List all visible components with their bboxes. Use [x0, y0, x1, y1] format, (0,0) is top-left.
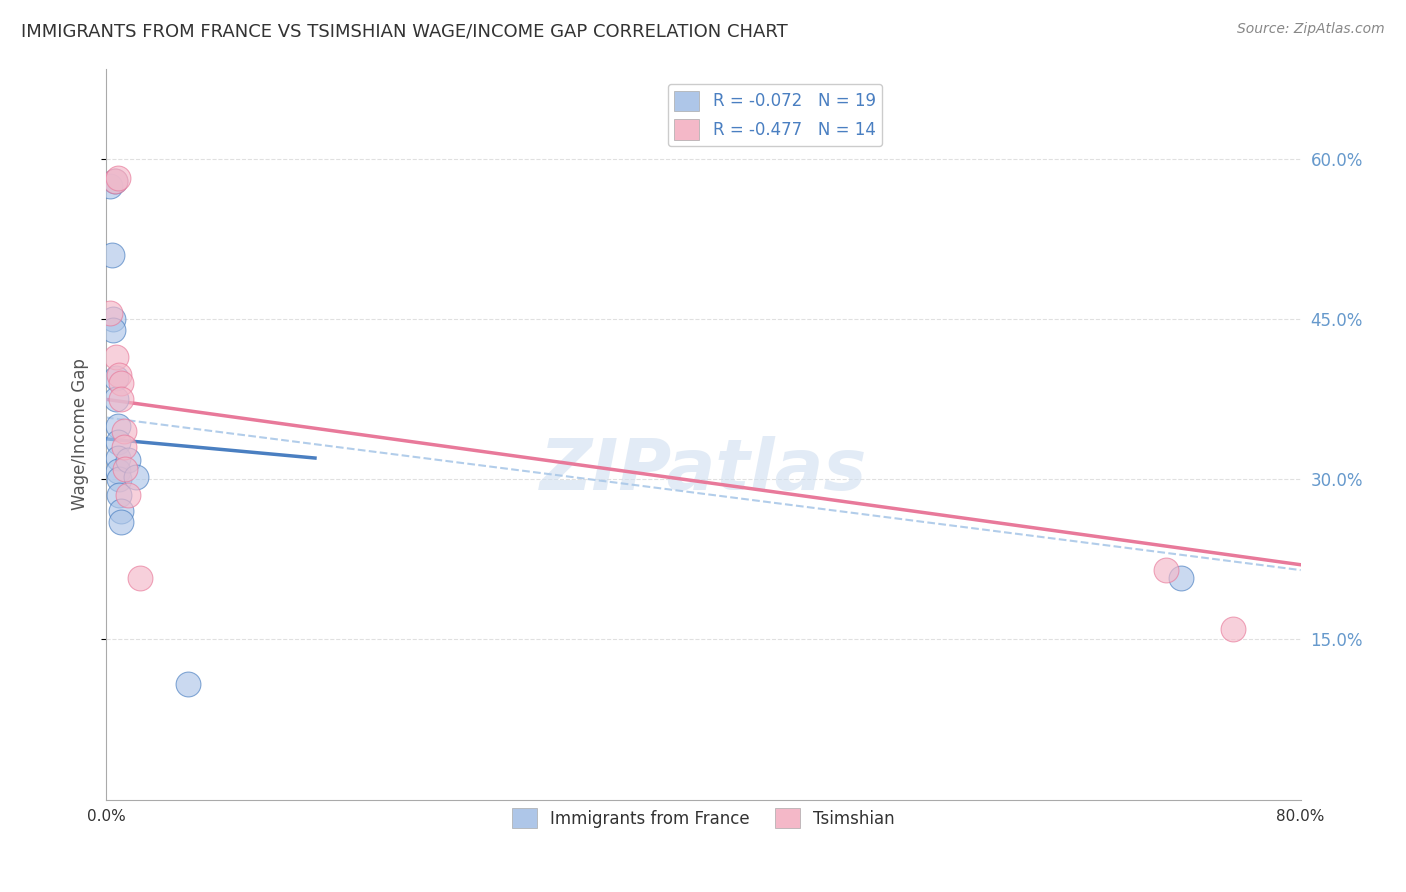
Point [110, 376, 132, 391]
Point [110, 504, 132, 518]
Point [105, 371, 128, 385]
Point [100, 306, 122, 320]
Point [1154, 563, 1177, 577]
Point [108, 368, 131, 382]
Point [112, 425, 135, 439]
Point [101, 248, 124, 262]
Point [117, 453, 139, 467]
Point [110, 515, 132, 529]
Point [108, 488, 131, 502]
Point [107, 171, 129, 186]
Point [105, 350, 128, 364]
Legend: Immigrants from France, Tsimshian: Immigrants from France, Tsimshian [505, 801, 901, 835]
Point [107, 464, 129, 478]
Text: ZIPatlas: ZIPatlas [540, 436, 868, 505]
Point [110, 392, 132, 407]
Point [117, 488, 139, 502]
Point [100, 178, 122, 193]
Point [107, 435, 129, 450]
Point [105, 392, 128, 407]
Point [114, 461, 136, 475]
Text: IMMIGRANTS FROM FRANCE VS TSIMSHIAN WAGE/INCOME GAP CORRELATION CHART: IMMIGRANTS FROM FRANCE VS TSIMSHIAN WAGE… [21, 22, 787, 40]
Point [129, 570, 152, 584]
Point [107, 450, 129, 465]
Point [107, 419, 129, 434]
Point [125, 470, 148, 484]
Y-axis label: Wage/Income Gap: Wage/Income Gap [72, 358, 89, 510]
Point [103, 323, 125, 337]
Point [1222, 622, 1244, 636]
Point [108, 472, 131, 486]
Point [103, 312, 125, 326]
Point [104, 173, 127, 187]
Point [177, 677, 200, 691]
Text: Source: ZipAtlas.com: Source: ZipAtlas.com [1237, 22, 1385, 37]
Point [104, 173, 127, 187]
Point [112, 441, 135, 455]
Point [1170, 570, 1192, 584]
